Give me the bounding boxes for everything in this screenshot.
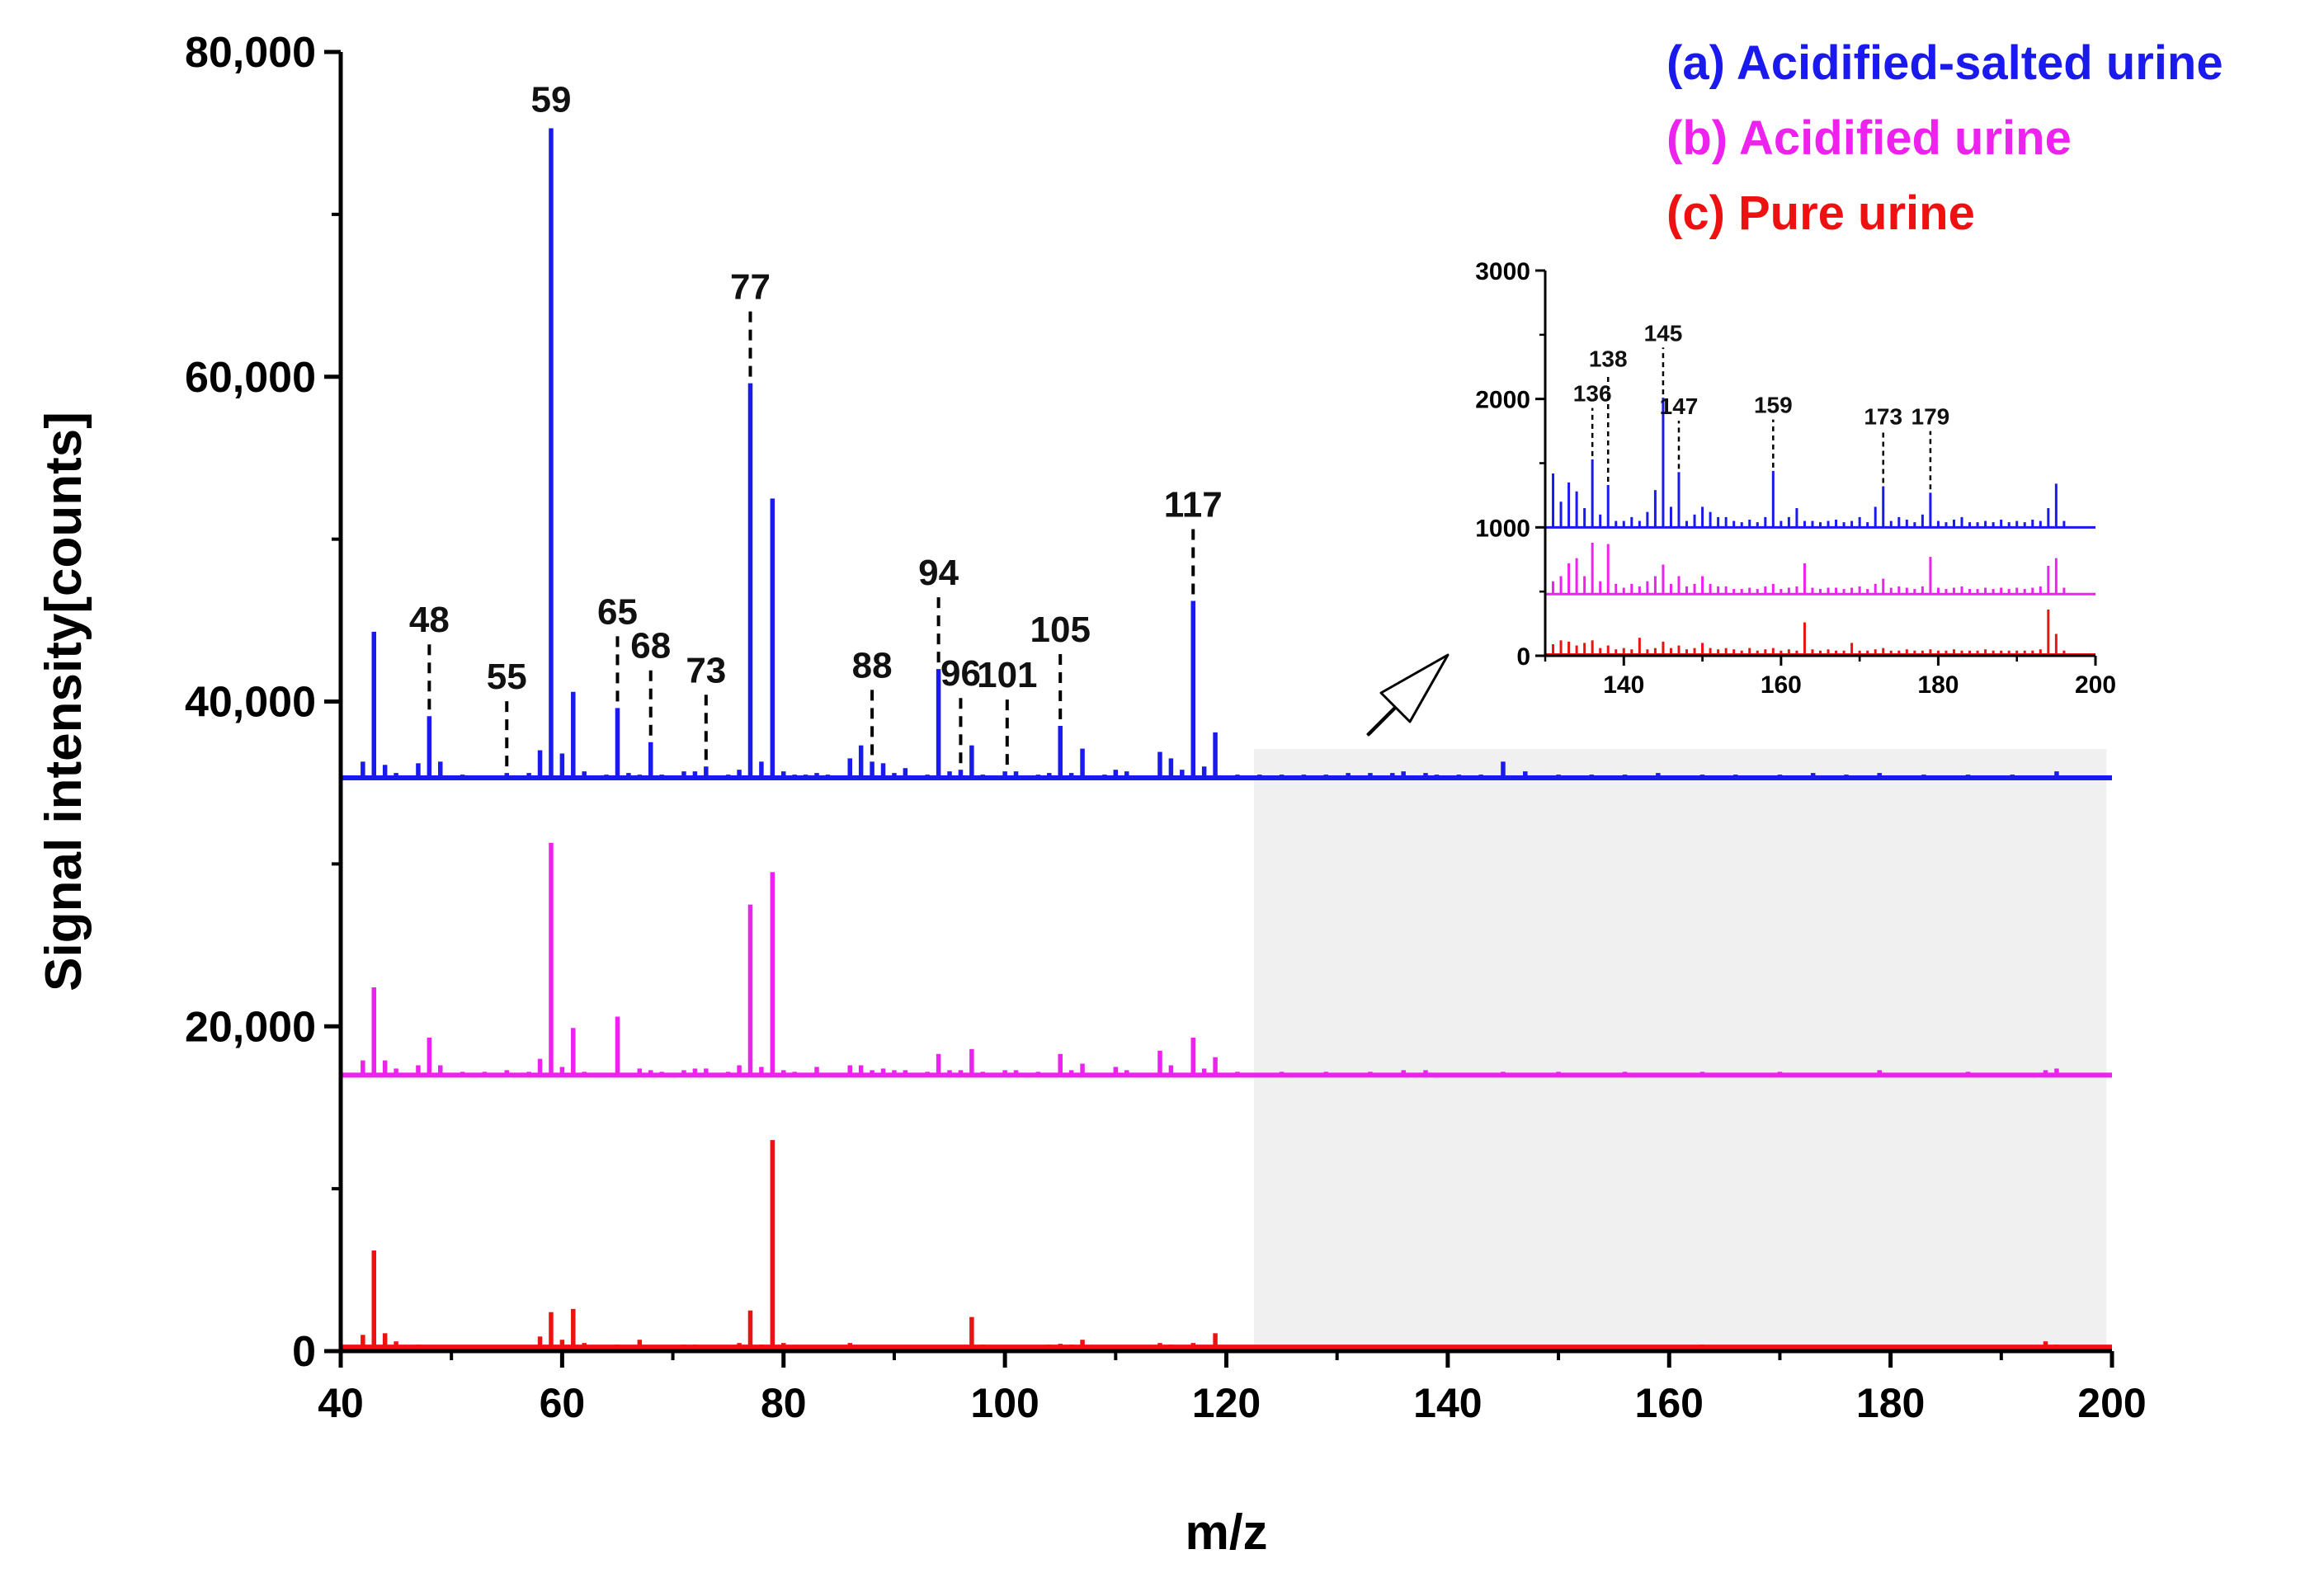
peak-label: 73 [686, 650, 726, 690]
inset-peak-label: 136 [1573, 381, 1612, 407]
x-tick-label: 100 [970, 1380, 1039, 1426]
x-tick-label: 40 [318, 1380, 364, 1426]
peak-label: 105 [1030, 610, 1091, 650]
x-tick-label: 80 [761, 1380, 807, 1426]
legend-entry: (a) Acidified-salted urine [1666, 36, 2223, 90]
y-tick-label: 40,000 [185, 679, 316, 727]
x-tick-label: 200 [2077, 1380, 2146, 1426]
y-axis-label: Signal intensity[counts] [35, 412, 92, 991]
peak-label: 88 [852, 645, 893, 685]
series-3 [341, 1140, 2112, 1350]
x-tick-label: 160 [1635, 1380, 1704, 1426]
inset-x-tick-label: 200 [2075, 671, 2116, 699]
y-tick-label: 60,000 [185, 354, 316, 402]
inset-x-tick-label: 180 [1917, 671, 1959, 699]
series-1 [341, 128, 2112, 781]
peak-label: 55 [487, 657, 527, 697]
legend: (a) Acidified-salted urine (b) Acidified … [1666, 36, 2223, 240]
y-tick-label: 0 [292, 1328, 316, 1376]
inset-pointer-arrow [1366, 653, 1450, 737]
inset-x-tick-label: 160 [1761, 671, 1802, 699]
inset-peak-label: 138 [1589, 346, 1628, 372]
y-tick-label: 20,000 [185, 1003, 316, 1051]
inset-y-tick-label: 2000 [1475, 387, 1530, 414]
peak-label: 96 [940, 653, 981, 694]
peak-label: 59 [530, 80, 571, 120]
peak-label: 101 [977, 655, 1037, 695]
peak-label: 48 [409, 600, 450, 640]
x-tick-label: 140 [1413, 1380, 1482, 1426]
inset-y-tick-label: 1000 [1475, 515, 1530, 542]
legend-entry: (b) Acidified urine [1666, 111, 2072, 165]
peak-label: 68 [630, 626, 671, 666]
peak-label: 65 [597, 591, 638, 632]
peak-label: 117 [1164, 484, 1223, 525]
inset-peak-label: 159 [1754, 393, 1793, 418]
inset-peak-label: 145 [1644, 320, 1683, 346]
inset-peak-label: 179 [1912, 404, 1950, 430]
x-tick-label: 60 [540, 1380, 586, 1426]
inset-peak-label: 147 [1660, 393, 1699, 419]
inset-peak-label: 173 [1864, 404, 1902, 430]
inset-series-3 [1545, 609, 2095, 656]
x-axis-label: m/z [1185, 1505, 1267, 1560]
legend-entry: (c) Pure urine [1666, 186, 1975, 240]
inset-series-1 [1545, 398, 2095, 529]
series-2 [341, 842, 2112, 1078]
inset-x-tick-label: 140 [1603, 671, 1644, 699]
inset-series-2 [1545, 543, 2095, 596]
peak-label: 77 [730, 267, 771, 308]
y-tick-label: 80,000 [185, 29, 316, 77]
inset-y-tick-label: 0 [1516, 643, 1530, 671]
peak-label: 94 [918, 553, 959, 593]
highlight-region [1254, 749, 2107, 1351]
x-tick-label: 180 [1856, 1380, 1925, 1426]
inset-y-tick-label: 3000 [1475, 258, 1530, 285]
x-tick-label: 120 [1192, 1380, 1261, 1426]
